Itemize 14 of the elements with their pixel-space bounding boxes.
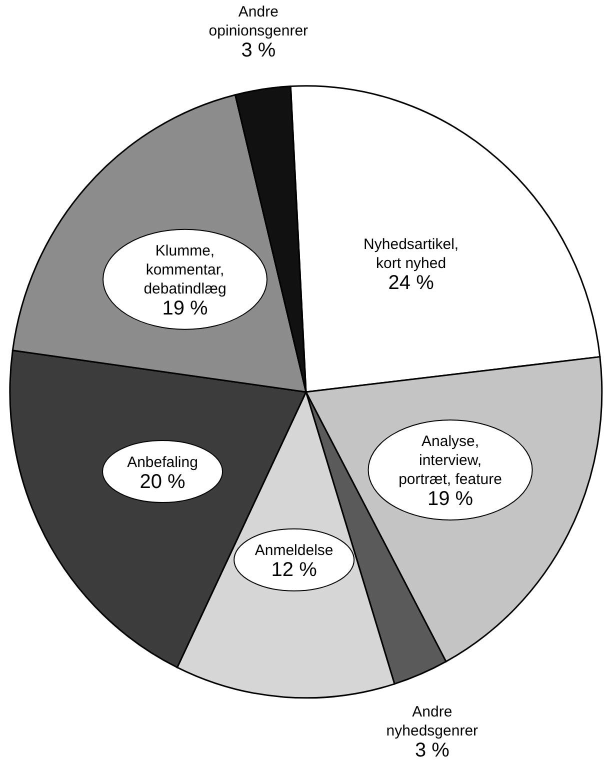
slice-label: Analyse, interview, portræt, feature <box>398 433 502 488</box>
slice-label: Andre nyhedsgenrer <box>386 704 478 740</box>
data-label: 12 % <box>271 559 318 582</box>
slice-label: Nyhedsartikel, kort nyhed <box>364 236 459 272</box>
slice-label: Anbefaling <box>127 454 198 471</box>
data-label: 3 % <box>414 740 450 760</box>
data-label: 3 % <box>241 39 276 62</box>
data-label: 19 % <box>162 298 208 320</box>
slice-label: Klumme, kommentar, debatindlæg <box>144 242 226 298</box>
data-label: 20 % <box>140 470 186 493</box>
data-label: 19 % <box>427 488 474 510</box>
slice-label: Andre opinionsgenrer <box>208 3 308 40</box>
data-label: 24 % <box>388 272 434 294</box>
slice-label: Anmeldelse <box>254 542 334 560</box>
